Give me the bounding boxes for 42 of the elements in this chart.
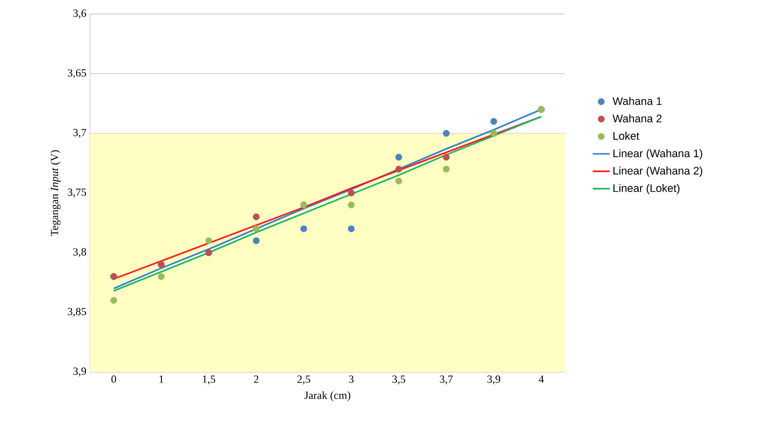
x-tick-label: 3,7 [440, 376, 453, 384]
point [395, 178, 402, 184]
x-tick-label: 3 [349, 376, 354, 383]
y-tick-label: 3,7 [73, 128, 86, 138]
point [395, 154, 402, 161]
legend-label: Linear (Wahana 2) [613, 166, 702, 177]
x-tick-label: 3,9 [487, 376, 500, 384]
legend-label: Linear (Loket) [613, 184, 680, 194]
y-tick-label: 3,65 [68, 69, 86, 78]
point [252, 213, 260, 220]
x-tick-label: 1,5 [202, 376, 216, 384]
point [442, 130, 450, 137]
legend-label: Loket [613, 132, 640, 140]
point [490, 118, 498, 125]
x-tick-label: 4 [538, 376, 544, 383]
point [158, 273, 165, 280]
point [252, 237, 260, 244]
point [348, 202, 355, 208]
y-tick-label: 3,8 [73, 248, 86, 258]
legend-label: Linear (Wahana 1) [613, 149, 702, 160]
point [300, 225, 308, 232]
x-tick-label: 2 [254, 376, 258, 383]
point [395, 166, 402, 173]
x-tick-label: 0 [111, 376, 116, 383]
y-tick-label: 3,9 [73, 368, 86, 376]
point [348, 225, 355, 232]
point [205, 237, 212, 244]
x-tick-label: 3,5 [392, 376, 406, 384]
legend-label: Wahana 2 [612, 114, 662, 122]
x-axis-title: Jarak (cm) [304, 391, 350, 402]
x-tick-label: 1 [159, 376, 164, 383]
point [110, 297, 118, 304]
point [348, 190, 355, 196]
y-tick-label: 3,85 [68, 308, 86, 317]
point [442, 166, 450, 173]
point [252, 225, 260, 232]
y-tick-label: 3,75 [68, 188, 86, 198]
x-tick-label: 2,5 [297, 376, 310, 384]
y-tick-label: 3,6 [73, 10, 86, 18]
point [442, 154, 450, 161]
y-axis-title: Tegangan Input (V) [50, 150, 60, 236]
legend-label: Wahana 1 [612, 96, 662, 105]
